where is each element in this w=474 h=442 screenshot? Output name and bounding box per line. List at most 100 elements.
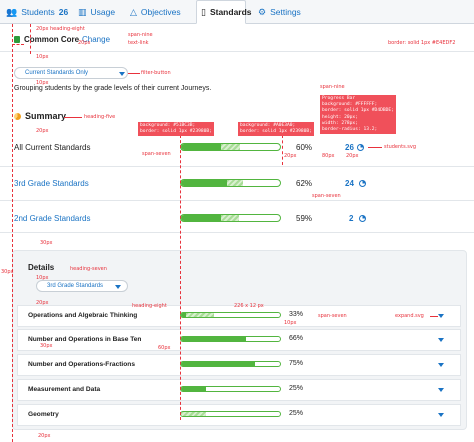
progress-bar <box>180 411 281 417</box>
grade-3-standards-link[interactable]: 3rd Grade Standards <box>14 179 89 188</box>
chart-icon: ▥ <box>78 6 87 17</box>
annotation: 20px <box>78 40 91 46</box>
annotation: span-nine <box>128 32 153 38</box>
students-icon[interactable] <box>359 215 366 222</box>
annotation: 80px <box>322 153 335 159</box>
tab-students[interactable]: 👥 Students 26 <box>6 6 69 18</box>
students-icon[interactable] <box>359 180 366 187</box>
summary-icon <box>14 113 21 120</box>
details-row-label: Number and Operations in Base Ten <box>28 336 142 343</box>
divider <box>0 232 474 233</box>
details-row-label: Number and Operations-Fractions <box>28 361 135 368</box>
chevron-down-icon <box>115 285 121 289</box>
details-percent: 33% <box>289 311 304 318</box>
details-row-label: Operations and Algebraic Thinking <box>28 312 138 319</box>
progress-bar <box>180 214 281 222</box>
tab-usage[interactable]: ▥ Usage <box>78 6 116 18</box>
details-percent: 25% <box>289 410 304 417</box>
expand-icon[interactable] <box>438 314 444 318</box>
progress-fill <box>181 215 221 221</box>
details-percent: 66% <box>289 335 304 342</box>
description-text: Grouping students by the grade levels of… <box>14 85 212 92</box>
annotation-box: background: #51BC3B; border: solid 1px #… <box>138 122 214 137</box>
grade-select-button[interactable]: 3rd Grade Standards <box>36 280 128 292</box>
tab-objectives[interactable]: △ Objectives <box>130 6 181 18</box>
grade-2-standards-link[interactable]: 2nd Grade Standards <box>14 214 91 223</box>
summary-row-label: All Current Standards <box>14 143 91 152</box>
tab-settings[interactable]: ⚙ Settings <box>258 6 301 18</box>
progress-fill <box>181 362 256 366</box>
progress-partial <box>220 144 241 150</box>
annotation: heading-seven <box>70 266 107 272</box>
summary-percent: 62% <box>296 179 313 188</box>
annotation: expand.svg <box>395 313 424 319</box>
summary-percent: 59% <box>296 214 313 223</box>
document-icon: ▯ <box>201 6 206 17</box>
progress-fill <box>181 387 206 391</box>
annotation: heading-five <box>84 114 116 120</box>
guide-line <box>282 135 283 165</box>
expand-icon[interactable] <box>438 363 444 367</box>
annotation: 226 x 12 px <box>234 303 264 309</box>
filter-button[interactable]: Current Standards Only <box>14 67 128 79</box>
annotation-arrow <box>430 316 438 317</box>
expand-icon[interactable] <box>438 338 444 342</box>
annotation: 20px <box>346 153 359 159</box>
annotation: span-seven <box>318 313 347 319</box>
annotation: text-link <box>128 40 149 46</box>
progress-partial <box>181 412 206 416</box>
students-count[interactable]: 26 <box>345 143 354 152</box>
students-icon[interactable] <box>357 144 364 151</box>
divider <box>0 51 474 52</box>
users-icon: 👥 <box>6 6 18 17</box>
page-title: Common Core <box>24 35 80 44</box>
book-icon <box>14 36 20 43</box>
annotation-arrow <box>64 117 82 118</box>
annotation: 60px <box>158 345 171 351</box>
summary-heading: Summary <box>25 111 67 121</box>
progress-bar <box>180 361 281 367</box>
tab-bar: 👥 Students 26 ▥ Usage △ Objectives ▯ Sta… <box>0 0 474 24</box>
progress-bar <box>180 143 281 151</box>
annotation: border: solid 1px #E4EDF2 <box>388 40 456 46</box>
annotation: 10px <box>36 54 49 60</box>
progress-partial <box>220 215 240 221</box>
progress-fill <box>181 144 221 150</box>
annotation: 20px <box>284 153 297 159</box>
annotation: 10px <box>36 275 49 281</box>
tab-standards[interactable]: ▯ Standards <box>196 0 252 24</box>
divider <box>0 166 474 167</box>
annotation: 30px <box>1 269 14 275</box>
progress-partial <box>226 180 244 186</box>
details-row-label: Geometry <box>28 411 59 418</box>
expand-icon[interactable] <box>438 413 444 417</box>
annotation-box: background: #A0E3A0; border: solid 1px #… <box>238 122 314 137</box>
guide-line <box>180 130 181 420</box>
details-row-label: Measurement and Data <box>28 386 101 393</box>
change-link[interactable]: Change <box>82 35 111 44</box>
annotation: 20px <box>36 26 49 32</box>
students-count[interactable]: 24 <box>345 179 354 188</box>
annotation: span-seven <box>312 193 341 199</box>
divider <box>0 200 474 201</box>
annotation: 20px <box>36 300 49 306</box>
details-percent: 75% <box>289 360 304 367</box>
triangle-icon: △ <box>130 6 137 17</box>
progress-fill <box>181 337 247 341</box>
annotation: span-seven <box>142 151 171 157</box>
students-count-badge: 26 <box>58 7 69 17</box>
annotation: heading-eight <box>50 26 85 32</box>
annotation: 20px <box>38 433 51 439</box>
progress-bar <box>180 312 281 318</box>
annotation: 30px <box>40 343 53 349</box>
expand-icon[interactable] <box>438 388 444 392</box>
details-percent: 25% <box>289 385 304 392</box>
chevron-down-icon <box>119 72 125 76</box>
annotation: 30px <box>40 240 53 246</box>
progress-bar <box>180 336 281 342</box>
gear-icon: ⚙ <box>258 6 267 17</box>
progress-bar <box>180 386 281 392</box>
annotation: students.svg <box>384 144 417 150</box>
students-count[interactable]: 2 <box>349 214 354 223</box>
annotation: 10px <box>284 320 297 326</box>
